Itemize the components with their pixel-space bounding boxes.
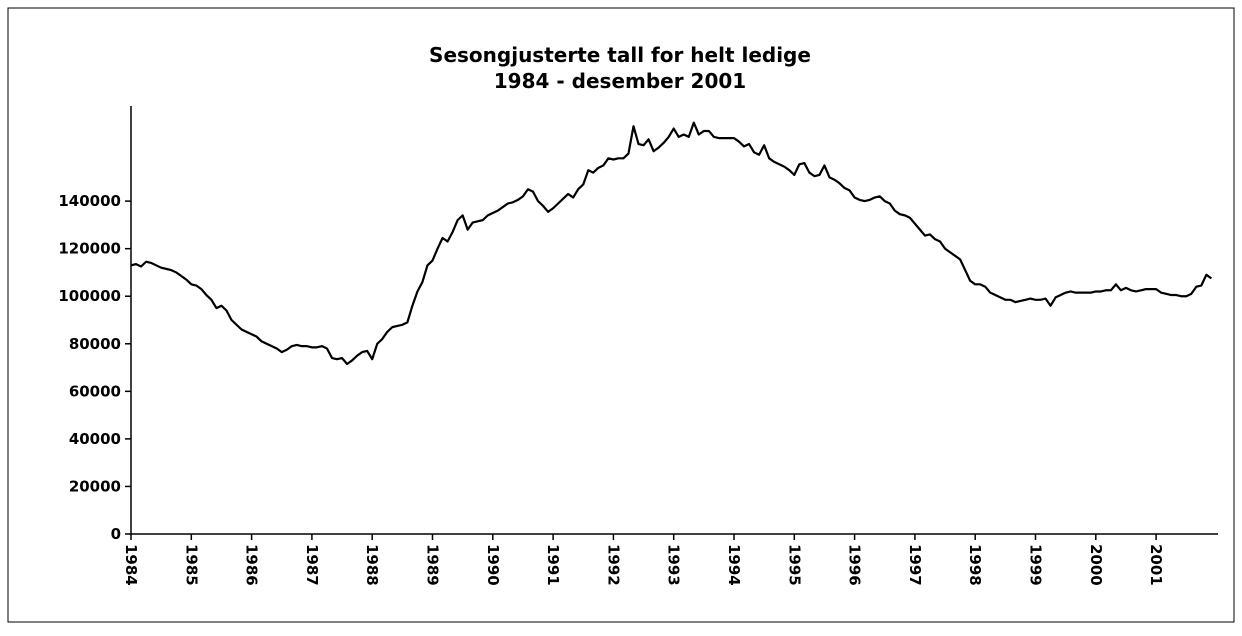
chart-subtitle: 1984 - desember 2001 (494, 69, 746, 93)
x-tick-label: 1993 (665, 544, 683, 586)
y-tick-label: 20000 (69, 477, 121, 495)
data-line (130, 121, 1213, 366)
x-tick-label: 1990 (484, 544, 502, 586)
x-tick-label: 1992 (604, 544, 622, 586)
y-tick-label: 40000 (69, 430, 121, 448)
y-tick-label: 60000 (69, 382, 121, 400)
x-tick-label: 1994 (725, 544, 743, 586)
x-tick-label: 1987 (303, 544, 321, 586)
x-tick-label: 1999 (1027, 544, 1045, 586)
x-tick-label: 1991 (544, 544, 562, 586)
x-tick-label: 1995 (785, 544, 803, 586)
x-tick-label: 1997 (906, 544, 924, 586)
x-tick-label: 1988 (363, 544, 381, 586)
x-tick-label: 1989 (424, 544, 442, 586)
y-tick-label: 140000 (58, 192, 121, 210)
chart-title: Sesongjusterte tall for helt ledige (429, 43, 811, 67)
x-tick-label: 1985 (182, 544, 200, 586)
x-tick-label: 1998 (966, 544, 984, 586)
y-tick-label: 0 (111, 525, 121, 543)
x-tick-label: 1984 (122, 544, 140, 586)
x-tick-label: 1996 (846, 544, 864, 586)
y-tick-label: 120000 (58, 240, 121, 258)
y-tick-label: 80000 (69, 335, 121, 353)
chart-border (7, 7, 1235, 623)
x-tick-label: 2000 (1087, 544, 1105, 586)
x-tick-label: 2001 (1147, 544, 1165, 586)
y-tick-label: 100000 (58, 287, 121, 305)
x-tick-label: 1986 (243, 544, 261, 586)
